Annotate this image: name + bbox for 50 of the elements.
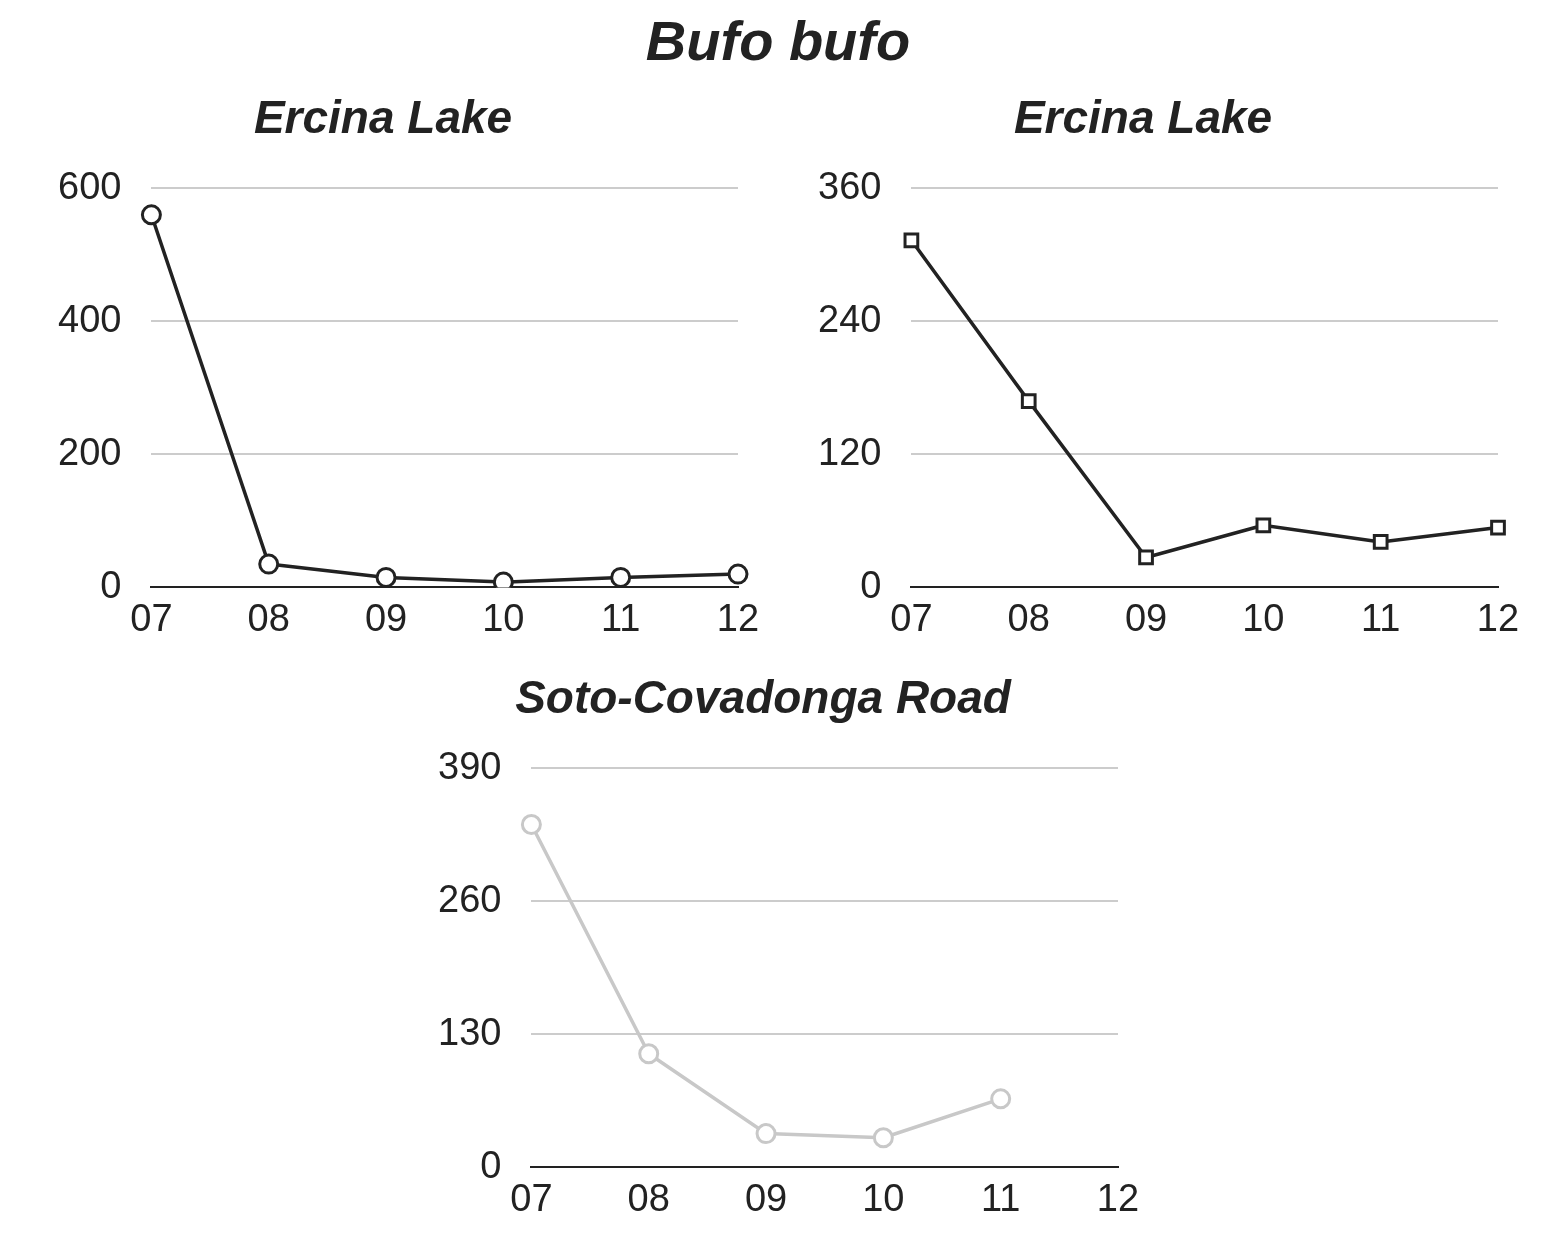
x-tick-label: 10 — [1242, 596, 1285, 639]
point — [140, 204, 162, 226]
y-tick-label: 0 — [480, 1143, 502, 1186]
point — [638, 1043, 660, 1065]
x-tick-label: 08 — [247, 596, 290, 639]
y-tick-label: 400 — [58, 297, 122, 340]
x-tick-label: 10 — [482, 596, 525, 639]
y-tick-label: 0 — [100, 563, 122, 606]
point — [1255, 517, 1272, 534]
point — [872, 1127, 894, 1149]
point — [258, 553, 280, 575]
chart-title: Ercina Lake — [1013, 91, 1273, 144]
point — [755, 1123, 777, 1145]
y-tick-label: 240 — [818, 297, 882, 340]
point — [375, 566, 397, 588]
x-tick-label: 11 — [980, 1176, 1021, 1219]
point — [1490, 519, 1506, 536]
x-tick-label: 09 — [364, 596, 408, 639]
point — [610, 566, 632, 588]
x-tick-label: 11 — [600, 596, 641, 639]
x-tick-label: 07 — [890, 596, 933, 639]
text: Bufo bufo — [644, 8, 912, 73]
x-tick-label: 12 — [1096, 1176, 1140, 1219]
x-tick-label: 07 — [510, 1176, 553, 1219]
y-tick-label: 130 — [438, 1010, 502, 1053]
point — [520, 814, 542, 835]
y-tick-label: 260 — [438, 877, 502, 920]
x-tick-label: 12 — [1476, 596, 1520, 639]
y-tick-label: 120 — [818, 430, 882, 473]
point — [1372, 534, 1389, 550]
x-tick-label: 12 — [716, 596, 760, 639]
chart-title: Ercina Lake — [253, 91, 513, 144]
y-tick-label: 600 — [58, 164, 122, 207]
x-tick-label: 07 — [130, 596, 173, 639]
x-tick-label: 09 — [1124, 596, 1168, 639]
x-tick-label: 08 — [1007, 596, 1050, 639]
point — [727, 563, 749, 585]
y-tick-label: 360 — [818, 164, 882, 207]
x-tick-label: 09 — [744, 1176, 788, 1219]
point — [990, 1088, 1012, 1110]
x-tick-label: 08 — [627, 1176, 670, 1219]
x-tick-label: 11 — [1360, 596, 1401, 639]
y-tick-label: 200 — [58, 430, 122, 473]
x-tick-label: 10 — [862, 1176, 905, 1219]
point — [1138, 549, 1154, 566]
chart-title: Soto-Covadonga Road — [515, 671, 1012, 724]
y-tick-label: 0 — [860, 563, 882, 606]
point — [903, 232, 920, 249]
y-tick-label: 390 — [438, 744, 502, 787]
point — [1020, 393, 1037, 409]
